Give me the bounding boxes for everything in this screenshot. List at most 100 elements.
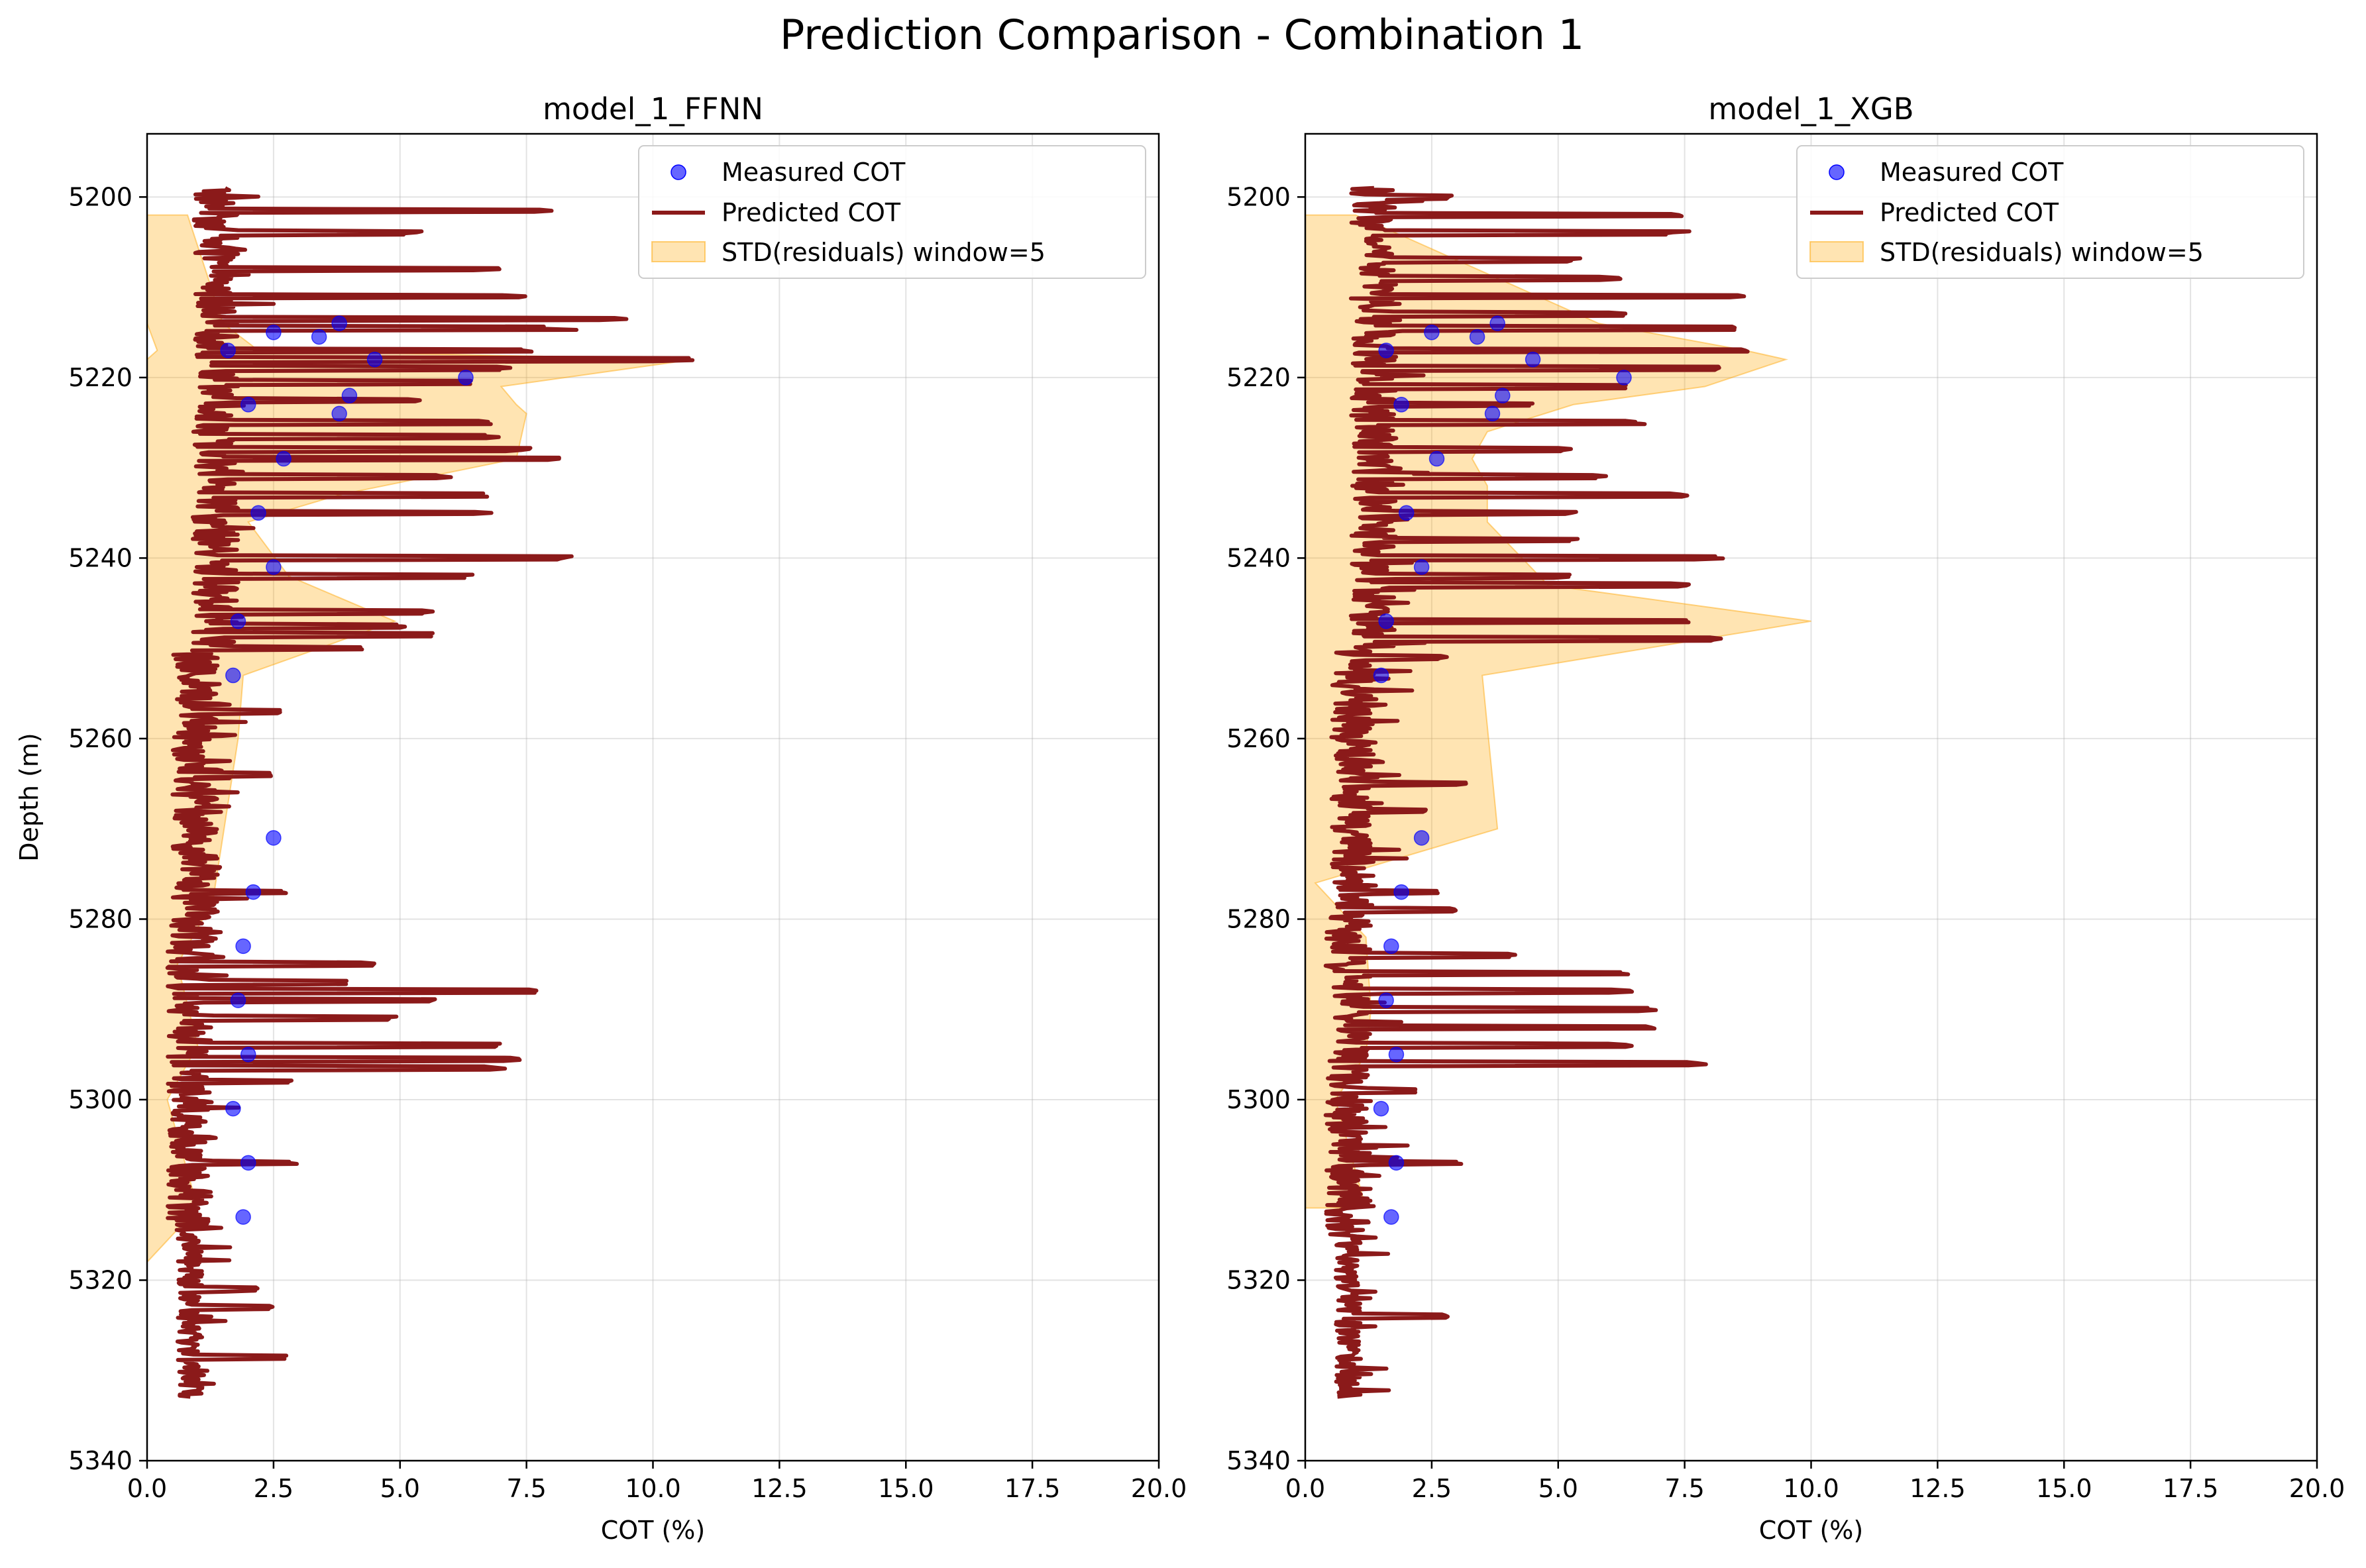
x-tick-label: 12.5 <box>1909 1474 1966 1503</box>
y-tick-label: 5220 <box>1226 363 1291 392</box>
measured-point <box>266 325 282 340</box>
measured-point <box>240 1155 256 1171</box>
x-axis-label: COT (%) <box>1759 1516 1864 1545</box>
measured-point <box>331 405 347 422</box>
y-tick-label: 5240 <box>68 543 133 572</box>
measured-point <box>1424 325 1440 340</box>
measured-points <box>220 315 474 1225</box>
measured-point <box>1388 1155 1405 1171</box>
legend-band-swatch <box>1809 241 1864 262</box>
measured-point <box>240 397 256 413</box>
measured-point <box>1373 667 1389 684</box>
measured-point <box>1393 884 1409 900</box>
measured-point <box>235 938 251 955</box>
measured-point <box>1378 613 1394 629</box>
x-tick-label: 20.0 <box>2289 1474 2345 1503</box>
measured-point <box>331 315 347 331</box>
legend-measured-marker <box>1829 164 1845 180</box>
x-tick-label: 0.0 <box>1285 1474 1325 1503</box>
measured-point <box>1378 992 1394 1008</box>
measured-point <box>1388 1047 1405 1063</box>
y-tick-label: 5320 <box>1226 1265 1291 1294</box>
measured-point <box>1413 559 1430 575</box>
x-tick-label: 7.5 <box>506 1474 546 1503</box>
measured-point <box>230 992 246 1008</box>
x-tick-label: 0.0 <box>127 1474 167 1503</box>
measured-point <box>1489 315 1505 331</box>
predicted-cot-line <box>1323 185 1750 1399</box>
y-axis-label: Depth (m) <box>15 733 44 862</box>
predicted-cot-line <box>165 186 695 1399</box>
legend-predicted-label: Predicted COT <box>722 198 901 227</box>
legend: Measured COT Predicted COT STD(residuals) … <box>1796 145 2304 279</box>
measured-point <box>250 505 266 521</box>
y-tick-label: 5200 <box>68 182 133 211</box>
y-tick-label: 5300 <box>1226 1085 1291 1114</box>
y-tick-label: 5340 <box>1226 1446 1291 1475</box>
measured-point <box>245 884 262 900</box>
y-tick-label: 5260 <box>1226 724 1291 753</box>
x-axis-label: COT (%) <box>601 1516 706 1545</box>
legend-measured-label: Measured COT <box>1880 158 2064 187</box>
measured-point <box>220 342 236 358</box>
x-tick-label: 17.5 <box>2163 1474 2219 1503</box>
measured-point <box>1393 397 1409 413</box>
legend-box <box>1796 145 2304 279</box>
measured-point <box>366 351 383 368</box>
measured-point <box>1413 830 1430 846</box>
panel-ffnn: 0.0 2.5 5.0 7.5 10.0 12.5 15.0 17.5 20.0 5200 5220… <box>15 91 1187 1545</box>
figure-title: Prediction Comparison - Combination 1 <box>780 11 1584 59</box>
panel-xgb: 0.0 2.5 5.0 7.5 10.0 12.5 15.0 17.5 20.0 5200 5220… <box>1226 91 2345 1545</box>
x-tick-label: 10.0 <box>1783 1474 1839 1503</box>
legend-predicted-label: Predicted COT <box>1880 198 2059 227</box>
legend-band-label: STD(residuals) window=5 <box>722 238 1046 267</box>
x-tick-label: 17.5 <box>1004 1474 1061 1503</box>
legend-measured-label: Measured COT <box>722 158 906 187</box>
y-tick-label: 5280 <box>1226 904 1291 933</box>
x-tick-label: 2.5 <box>254 1474 294 1503</box>
measured-point <box>1383 938 1399 955</box>
y-tick-label: 5340 <box>68 1446 133 1475</box>
x-tick-label: 10.0 <box>625 1474 681 1503</box>
y-tick-label: 5200 <box>1226 182 1291 211</box>
std-band <box>147 214 694 1263</box>
y-tick-label: 5280 <box>68 904 133 933</box>
panel-title: model_1_FFNN <box>543 91 763 127</box>
legend-band-label: STD(residuals) window=5 <box>1880 238 2204 267</box>
y-tick-label: 5300 <box>68 1085 133 1114</box>
measured-point <box>1383 1209 1399 1225</box>
legend-box <box>638 145 1146 279</box>
measured-point <box>1428 450 1445 467</box>
panel-title: model_1_XGB <box>1708 91 1913 127</box>
measured-point <box>1616 370 1632 386</box>
x-tick-label: 12.5 <box>751 1474 808 1503</box>
y-tick-label: 5220 <box>68 363 133 392</box>
measured-point <box>225 667 241 684</box>
y-tick-label: 5320 <box>68 1265 133 1294</box>
x-tick-label: 15.0 <box>2036 1474 2092 1503</box>
measured-point <box>276 450 292 467</box>
measured-point <box>230 613 246 629</box>
legend: Measured COT Predicted COT STD(residuals) … <box>638 145 1146 279</box>
x-tick-label: 7.5 <box>1664 1474 1704 1503</box>
measured-point <box>240 1047 256 1063</box>
measured-point <box>1495 388 1511 403</box>
measured-point <box>266 559 282 575</box>
measured-point <box>1484 405 1501 422</box>
y-tick-label: 5240 <box>1226 543 1291 572</box>
measured-point <box>341 388 358 403</box>
x-tick-label: 5.0 <box>380 1474 420 1503</box>
measured-points <box>1373 315 1632 1225</box>
x-tick-label: 15.0 <box>878 1474 934 1503</box>
measured-point <box>1525 351 1541 368</box>
measured-point <box>266 830 282 846</box>
measured-point <box>1469 329 1485 345</box>
measured-point <box>1378 342 1394 358</box>
measured-point <box>311 329 327 345</box>
measured-point <box>1373 1100 1389 1117</box>
x-tick-label: 5.0 <box>1538 1474 1578 1503</box>
x-tick-label: 20.0 <box>1131 1474 1187 1503</box>
measured-point <box>1398 505 1415 521</box>
measured-point <box>235 1209 251 1225</box>
